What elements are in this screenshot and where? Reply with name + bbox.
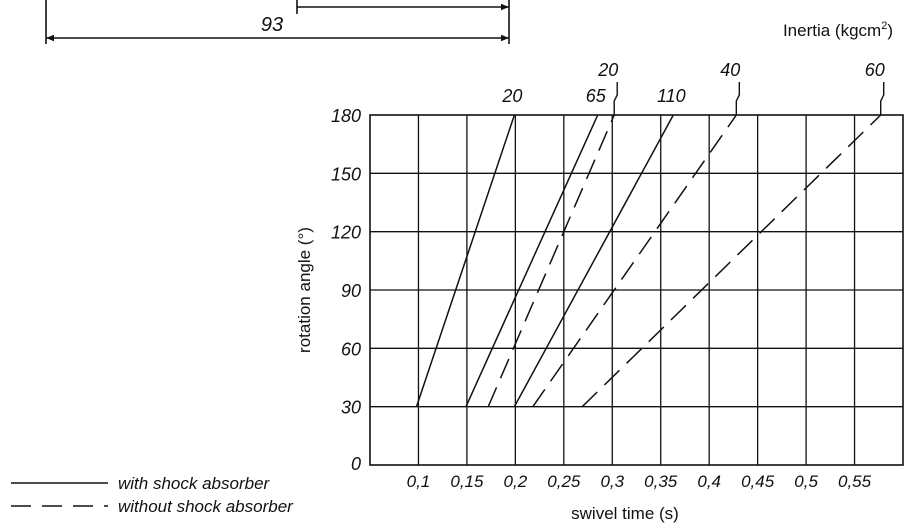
series-line xyxy=(532,114,737,408)
curve-label-leader xyxy=(613,82,618,115)
series-line xyxy=(513,114,674,408)
curve-label-leader xyxy=(880,82,885,115)
x-tick-label: 0,1 xyxy=(407,472,431,491)
y-tick-label: 30 xyxy=(341,398,361,418)
dimension-drawing: 93 xyxy=(45,0,510,44)
series-line xyxy=(487,114,615,407)
x-tick-label: 0,3 xyxy=(600,472,624,491)
curve-label-leader xyxy=(735,82,741,115)
legend: with shock absorber without shock absorb… xyxy=(11,474,294,516)
y-tick-label: 0 xyxy=(351,454,361,474)
curve-label-leaders xyxy=(613,82,885,115)
x-tick-label: 0,15 xyxy=(450,472,484,491)
x-tick-label: 0,2 xyxy=(504,472,528,491)
curve-label-lower: 20 xyxy=(501,86,522,106)
x-tick-label: 0,25 xyxy=(547,472,581,491)
grid xyxy=(369,114,904,466)
axes: 0,1 0,15 0,2 0,25 0,3 0,35 0,4 0,45 0,5 0,55 0 30 60… xyxy=(331,106,872,491)
series-lines xyxy=(415,114,882,408)
x-tick-label: 0,5 xyxy=(794,472,818,491)
x-tick-label: 0,35 xyxy=(644,472,678,491)
x-tick-label: 0,4 xyxy=(697,472,721,491)
x-axis-label: swivel time (s) xyxy=(571,504,679,523)
x-tick-label: 0,45 xyxy=(741,472,775,491)
legend-label-without-shock-absorber: without shock absorber xyxy=(118,497,294,516)
curve-label-upper: 60 xyxy=(865,60,885,80)
y-axis-label: rotation angle (°) xyxy=(295,227,314,353)
y-tick-label: 180 xyxy=(331,106,361,126)
curve-label-lower: 65 xyxy=(586,86,607,106)
y-tick-label: 150 xyxy=(331,164,361,184)
x-tick-label: 0,55 xyxy=(838,472,872,491)
series-line xyxy=(415,114,516,407)
y-tick-label: 120 xyxy=(331,223,361,243)
y-tick-label: 60 xyxy=(341,339,361,359)
series-line xyxy=(581,114,882,408)
curve-label-upper: 20 xyxy=(597,60,618,80)
curve-label-upper: 40 xyxy=(720,60,740,80)
curve-label-lower: 110 xyxy=(657,86,686,106)
inertia-label: Inertia (kgcm2) xyxy=(783,20,893,40)
series-line xyxy=(465,114,599,407)
dimension-value: 93 xyxy=(261,14,283,36)
y-tick-label: 90 xyxy=(341,281,361,301)
legend-label-with-shock-absorber: with shock absorber xyxy=(118,474,271,493)
curve-labels: 20 65 20 110 40 60 xyxy=(501,60,884,106)
